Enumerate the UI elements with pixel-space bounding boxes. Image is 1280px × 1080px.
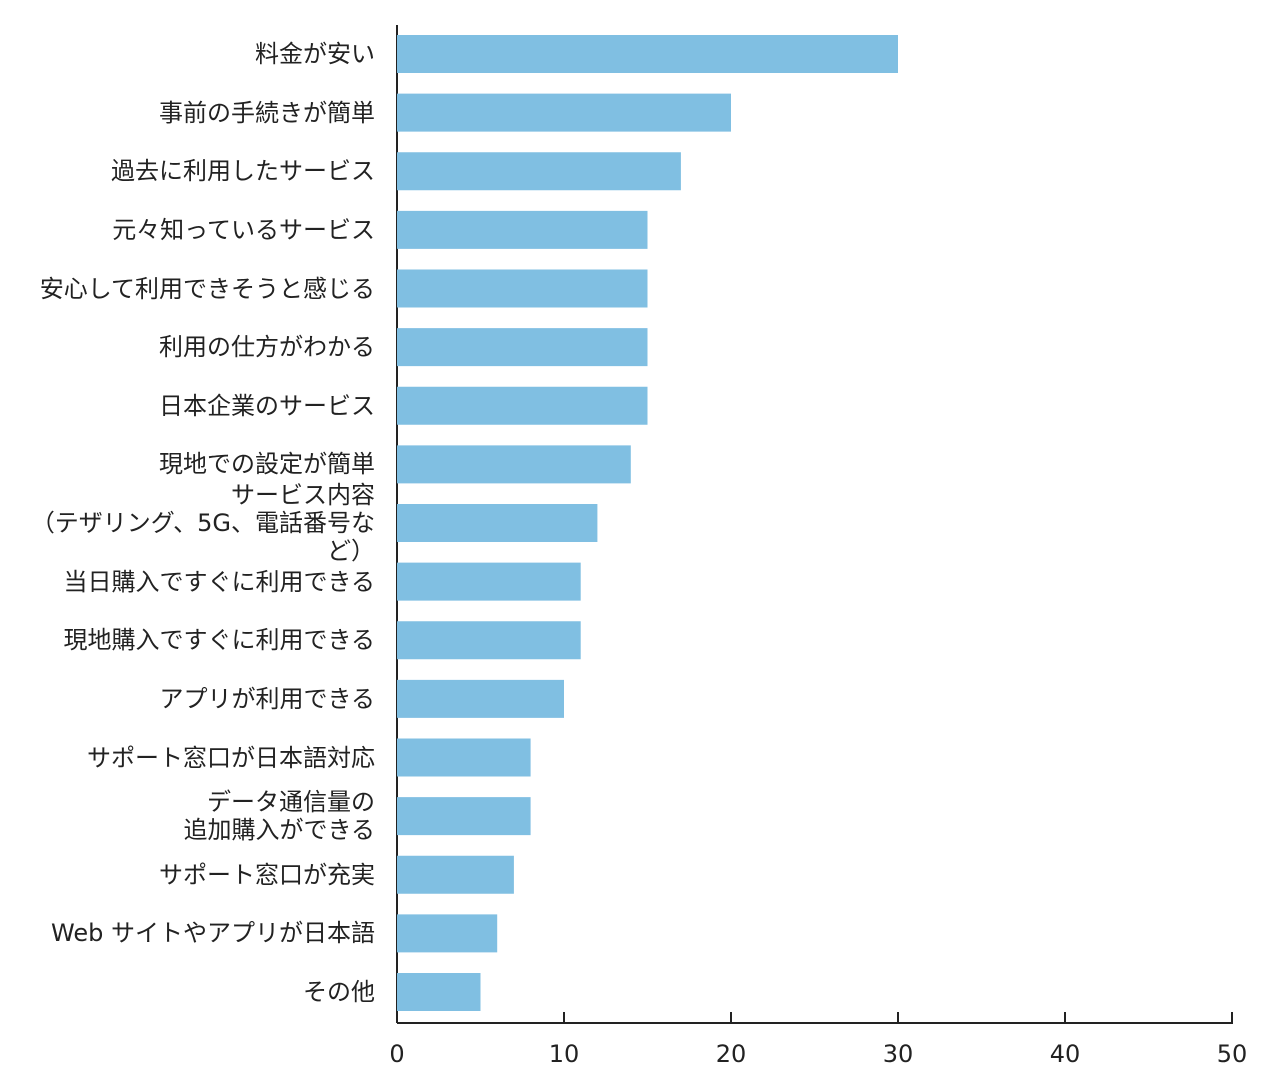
bar bbox=[397, 504, 598, 542]
y-tick-label: 事前の手続きが簡単 bbox=[159, 98, 375, 127]
y-tick-label: 現地購入ですぐに利用できる bbox=[63, 626, 375, 655]
x-tick-label: 50 bbox=[1217, 1040, 1248, 1068]
bar bbox=[397, 210, 648, 249]
x-tick-label: 10 bbox=[549, 1040, 580, 1068]
bar bbox=[397, 445, 631, 484]
y-tick-label: 元々知っているサービス bbox=[112, 215, 375, 244]
y-tick-label: 現地での設定が簡単 bbox=[159, 450, 375, 479]
bar bbox=[397, 35, 898, 73]
y-tick-label: サポート窓口が日本語対応 bbox=[87, 743, 375, 772]
x-tick-label: 0 bbox=[389, 1040, 404, 1068]
y-tick-label: アプリが利用できる bbox=[159, 684, 375, 713]
bar bbox=[397, 855, 514, 894]
y-tick-label: 過去に利用したサービス bbox=[111, 157, 375, 186]
y-tick-label: サービス内容 （テザリング、5G、電話番号など） bbox=[30, 481, 375, 565]
x-tick-label: 40 bbox=[1050, 1040, 1081, 1068]
y-tick-label: 当日購入ですぐに利用できる bbox=[63, 567, 375, 596]
bar bbox=[397, 797, 531, 836]
y-tick-label: Web サイトやアプリが日本語 bbox=[51, 919, 375, 948]
bar bbox=[397, 93, 731, 132]
y-tick-label: 日本企業のサービス bbox=[159, 391, 375, 420]
bar bbox=[397, 738, 531, 777]
y-tick-label: 料金が安い bbox=[255, 40, 375, 68]
bar bbox=[397, 386, 648, 425]
bar bbox=[397, 562, 581, 601]
y-tick-label: データ通信量の 追加購入ができる bbox=[183, 788, 375, 845]
x-tick-label: 30 bbox=[883, 1040, 914, 1068]
bar bbox=[397, 328, 648, 367]
y-tick-label: 安心して利用できそうと感じる bbox=[39, 274, 375, 303]
y-tick-label: サポート窓口が充実 bbox=[159, 860, 375, 889]
bar bbox=[397, 973, 481, 1011]
bar bbox=[397, 621, 581, 660]
bar bbox=[397, 679, 564, 718]
y-tick-label: その他 bbox=[303, 978, 375, 1006]
y-tick-label: 利用の仕方がわかる bbox=[159, 333, 375, 362]
bar bbox=[397, 914, 498, 953]
bar bbox=[397, 269, 648, 308]
bar bbox=[397, 152, 681, 191]
x-tick-label: 20 bbox=[716, 1040, 747, 1068]
